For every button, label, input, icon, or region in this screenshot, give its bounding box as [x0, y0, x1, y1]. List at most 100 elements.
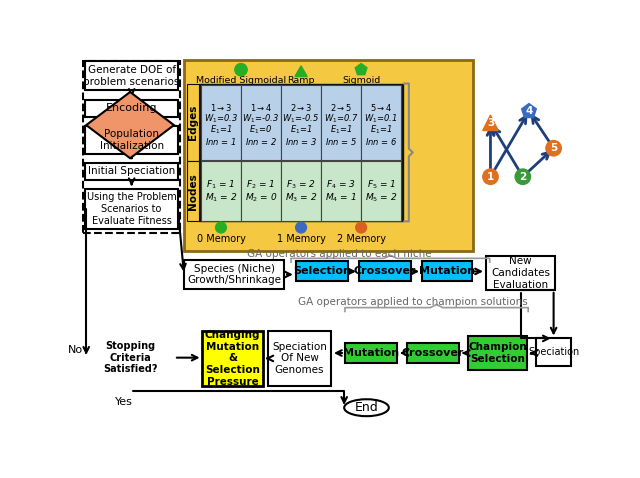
FancyBboxPatch shape	[281, 161, 321, 221]
Text: 4: 4	[525, 106, 532, 116]
Text: Population
Initialization: Population Initialization	[100, 129, 164, 151]
Text: Changing
Mutation
&
Selection
Pressure: Changing Mutation & Selection Pressure	[205, 330, 260, 387]
Circle shape	[546, 141, 561, 156]
FancyBboxPatch shape	[361, 161, 401, 221]
Text: Initial Speciation: Initial Speciation	[88, 166, 175, 176]
Text: $M_4$ = 1: $M_4$ = 1	[325, 191, 357, 204]
Text: Mutation: Mutation	[343, 348, 399, 358]
Text: 0 Memory: 0 Memory	[196, 234, 245, 244]
Text: Speciation: Speciation	[528, 348, 579, 357]
Text: 2: 2	[519, 172, 527, 182]
Text: $M_5$ = 2: $M_5$ = 2	[365, 191, 397, 204]
Text: Edges: Edges	[188, 105, 198, 140]
Text: $2 \rightarrow 5$: $2 \rightarrow 5$	[330, 101, 352, 112]
Polygon shape	[355, 64, 367, 75]
FancyBboxPatch shape	[281, 85, 321, 160]
Text: $Inn$ = 1: $Inn$ = 1	[205, 136, 237, 147]
Text: No: No	[68, 345, 83, 355]
Text: Using the Problem
Scenarios to
Evaluate Fitness: Using the Problem Scenarios to Evaluate …	[87, 193, 177, 226]
FancyBboxPatch shape	[345, 343, 397, 363]
Text: Speciation
Of New
Genomes: Speciation Of New Genomes	[272, 342, 327, 375]
FancyBboxPatch shape	[486, 256, 555, 290]
Text: Modified Sigmoidal: Modified Sigmoidal	[196, 76, 286, 85]
Text: $F_1$ = 1: $F_1$ = 1	[207, 179, 236, 191]
FancyBboxPatch shape	[86, 126, 178, 153]
Text: $W_1$=0.7: $W_1$=0.7	[324, 112, 358, 125]
Text: $M_2$ = 0: $M_2$ = 0	[244, 191, 277, 204]
Text: GA operators applied to each niche: GA operators applied to each niche	[247, 249, 432, 259]
FancyBboxPatch shape	[86, 163, 178, 180]
Text: Crossover: Crossover	[401, 348, 464, 358]
Text: $E_1$=0: $E_1$=0	[250, 124, 273, 136]
FancyBboxPatch shape	[187, 84, 200, 161]
FancyBboxPatch shape	[202, 331, 262, 386]
FancyBboxPatch shape	[321, 161, 361, 221]
Text: Champion
Selection: Champion Selection	[468, 342, 527, 364]
FancyBboxPatch shape	[359, 261, 411, 282]
FancyBboxPatch shape	[536, 338, 572, 366]
Circle shape	[356, 222, 367, 233]
Circle shape	[483, 169, 498, 185]
Text: $F_4$ = 3: $F_4$ = 3	[326, 179, 356, 191]
Text: Selection: Selection	[293, 266, 351, 276]
Text: Species (Niche)
Growth/Shrinkage: Species (Niche) Growth/Shrinkage	[187, 264, 281, 285]
Text: $W_1$=0.1: $W_1$=0.1	[364, 112, 398, 125]
Text: $F_2$ = 1: $F_2$ = 1	[246, 179, 276, 191]
FancyBboxPatch shape	[201, 85, 241, 160]
FancyBboxPatch shape	[184, 60, 473, 250]
FancyBboxPatch shape	[241, 161, 281, 221]
Text: 1: 1	[487, 172, 494, 182]
FancyBboxPatch shape	[241, 85, 281, 160]
Text: $M_1$ = 2: $M_1$ = 2	[205, 191, 237, 204]
Text: New
Candidates
Evaluation: New Candidates Evaluation	[491, 256, 550, 290]
Polygon shape	[295, 66, 307, 76]
Text: $W_1$=0.3: $W_1$=0.3	[204, 112, 238, 125]
Text: $Inn$ = 3: $Inn$ = 3	[285, 136, 317, 147]
Text: $E_1$=1: $E_1$=1	[330, 124, 352, 136]
Circle shape	[515, 169, 531, 185]
Ellipse shape	[344, 399, 389, 416]
Text: $W_1$=-0.3: $W_1$=-0.3	[243, 112, 280, 125]
FancyBboxPatch shape	[187, 161, 200, 221]
Polygon shape	[86, 92, 174, 158]
FancyBboxPatch shape	[361, 85, 401, 160]
FancyBboxPatch shape	[86, 100, 178, 117]
FancyBboxPatch shape	[321, 85, 361, 160]
Text: $Inn$ = 5: $Inn$ = 5	[325, 136, 357, 147]
Circle shape	[216, 222, 227, 233]
Text: $1 \rightarrow 4$: $1 \rightarrow 4$	[250, 101, 272, 112]
FancyBboxPatch shape	[86, 189, 178, 229]
Text: Sigmoid: Sigmoid	[342, 76, 380, 85]
Polygon shape	[522, 104, 536, 118]
Text: $F_5$ = 1: $F_5$ = 1	[367, 179, 396, 191]
Text: GA operators applied to champion solutions: GA operators applied to champion solutio…	[298, 297, 527, 307]
Text: $Inn$ = 2: $Inn$ = 2	[245, 136, 277, 147]
FancyBboxPatch shape	[184, 260, 284, 289]
FancyBboxPatch shape	[200, 84, 403, 221]
FancyBboxPatch shape	[86, 61, 178, 90]
Text: $1 \rightarrow 3$: $1 \rightarrow 3$	[210, 101, 232, 112]
Circle shape	[296, 222, 307, 233]
FancyBboxPatch shape	[201, 161, 241, 221]
Text: $5 \rightarrow 4$: $5 \rightarrow 4$	[370, 101, 392, 112]
Text: Yes: Yes	[115, 397, 132, 407]
Circle shape	[235, 64, 247, 76]
Text: $F_3$ = 2: $F_3$ = 2	[286, 179, 316, 191]
Text: $E_1$=1: $E_1$=1	[210, 124, 232, 136]
Text: Nodes: Nodes	[188, 173, 198, 210]
Text: 5: 5	[550, 143, 557, 153]
Text: Ramp: Ramp	[287, 76, 315, 85]
Text: 3: 3	[487, 118, 494, 128]
Text: $E_1$=1: $E_1$=1	[370, 124, 392, 136]
FancyBboxPatch shape	[268, 331, 331, 386]
Text: Crossover: Crossover	[354, 266, 416, 276]
Text: Mutation: Mutation	[419, 266, 475, 276]
Text: $W_1$=-0.5: $W_1$=-0.5	[282, 112, 319, 125]
Text: $M_3$ = 2: $M_3$ = 2	[285, 191, 317, 204]
Text: End: End	[355, 401, 378, 414]
Text: 2 Memory: 2 Memory	[337, 234, 386, 244]
Text: Generate DOE of
problem scenarios: Generate DOE of problem scenarios	[83, 65, 180, 87]
FancyBboxPatch shape	[468, 336, 527, 370]
Text: $E_1$=1: $E_1$=1	[290, 124, 312, 136]
Text: Stopping
Criteria
Satisfied?: Stopping Criteria Satisfied?	[103, 341, 157, 374]
